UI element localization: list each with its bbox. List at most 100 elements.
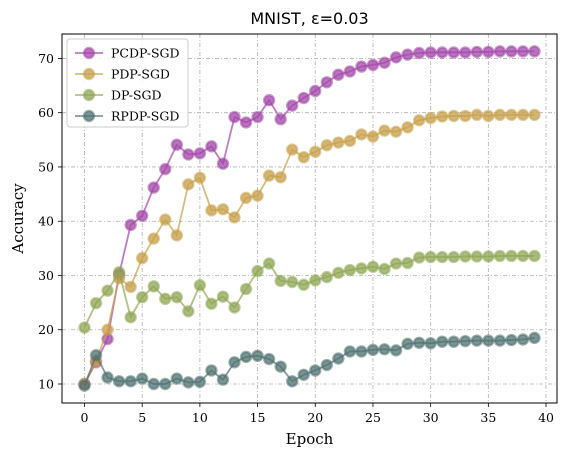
data-point-dp-sgd bbox=[378, 262, 391, 276]
data-point-pcdp-sgd bbox=[389, 51, 403, 64]
x-tick-label: 40 bbox=[538, 410, 554, 425]
data-point-rpdp-sgd bbox=[170, 372, 184, 385]
y-tick-label: 60 bbox=[38, 105, 54, 120]
data-point-dp-sgd bbox=[459, 250, 472, 263]
data-point-rpdp-sgd bbox=[297, 368, 310, 381]
legend-label-pcdp-sgd: PCDP-SGD bbox=[111, 46, 180, 61]
data-point-dp-sgd bbox=[320, 270, 334, 284]
data-point-rpdp-sgd bbox=[470, 334, 484, 347]
data-point-rpdp-sgd bbox=[320, 358, 334, 372]
data-point-rpdp-sgd bbox=[112, 375, 126, 388]
data-point-rpdp-sgd bbox=[78, 379, 91, 392]
data-point-rpdp-sgd bbox=[124, 375, 137, 388]
data-point-rpdp-sgd bbox=[193, 375, 207, 389]
data-point-pcdp-sgd bbox=[447, 46, 460, 59]
data-point-pcdp-sgd bbox=[147, 181, 160, 194]
data-point-pdp-sgd bbox=[297, 150, 310, 164]
data-point-pdp-sgd bbox=[528, 108, 541, 122]
data-point-dp-sgd bbox=[389, 257, 403, 270]
data-point-pdp-sgd bbox=[343, 134, 357, 148]
data-point-rpdp-sgd bbox=[528, 331, 541, 345]
data-point-dp-sgd bbox=[470, 250, 484, 263]
data-point-pdp-sgd bbox=[216, 203, 230, 216]
data-point-pcdp-sgd bbox=[343, 65, 357, 78]
data-point-rpdp-sgd bbox=[216, 373, 230, 386]
data-point-pcdp-sgd bbox=[516, 45, 530, 58]
series-layer bbox=[78, 45, 541, 392]
data-point-dp-sgd bbox=[493, 249, 507, 263]
legend-marker-dp-sgd bbox=[82, 88, 96, 102]
data-point-pcdp-sgd bbox=[170, 138, 184, 151]
data-point-pcdp-sgd bbox=[285, 99, 299, 112]
data-point-dp-sgd bbox=[309, 274, 322, 287]
data-point-dp-sgd bbox=[505, 249, 518, 263]
data-point-dp-sgd bbox=[159, 292, 172, 306]
data-point-rpdp-sgd bbox=[412, 336, 426, 349]
data-point-pcdp-sgd bbox=[182, 148, 195, 161]
series-pdp-sgd bbox=[78, 108, 541, 391]
data-point-pdp-sgd bbox=[378, 124, 391, 137]
x-tick-label: 5 bbox=[138, 410, 146, 425]
data-point-pcdp-sgd bbox=[332, 68, 345, 81]
data-point-dp-sgd bbox=[112, 266, 126, 279]
data-point-rpdp-sgd bbox=[516, 333, 530, 346]
chart-title: MNIST, ε=0.03 bbox=[250, 9, 368, 28]
data-point-pdp-sgd bbox=[228, 211, 241, 224]
data-point-pcdp-sgd bbox=[309, 84, 322, 98]
data-point-dp-sgd bbox=[424, 250, 437, 264]
data-point-pdp-sgd bbox=[262, 169, 276, 182]
data-point-rpdp-sgd bbox=[251, 349, 264, 362]
x-tick-label: 30 bbox=[423, 410, 439, 425]
data-point-pdp-sgd bbox=[124, 280, 137, 294]
data-point-dp-sgd bbox=[355, 262, 368, 275]
data-point-rpdp-sgd bbox=[493, 334, 507, 347]
data-point-rpdp-sgd bbox=[309, 364, 322, 377]
legend-box bbox=[66, 38, 189, 128]
legend-label-pdp-sgd: PDP-SGD bbox=[111, 67, 170, 82]
data-point-dp-sgd bbox=[216, 290, 230, 303]
data-point-pcdp-sgd bbox=[493, 45, 507, 58]
data-point-rpdp-sgd bbox=[182, 376, 195, 389]
data-point-pcdp-sgd bbox=[424, 46, 437, 59]
data-point-dp-sgd bbox=[251, 264, 264, 278]
data-point-dp-sgd bbox=[332, 266, 345, 279]
data-point-pcdp-sgd bbox=[251, 110, 264, 124]
data-point-pdp-sgd bbox=[182, 178, 195, 191]
data-point-pcdp-sgd bbox=[135, 209, 149, 222]
data-point-dp-sgd bbox=[262, 257, 276, 270]
data-point-pcdp-sgd bbox=[193, 147, 207, 160]
data-point-dp-sgd bbox=[274, 274, 287, 288]
data-point-rpdp-sgd bbox=[101, 371, 114, 384]
data-point-pdp-sgd bbox=[205, 204, 218, 217]
data-point-pcdp-sgd bbox=[505, 45, 518, 58]
data-point-dp-sgd bbox=[482, 250, 495, 263]
data-point-dp-sgd bbox=[366, 260, 380, 273]
legend-marker-pdp-sgd bbox=[82, 67, 96, 81]
data-point-rpdp-sgd bbox=[435, 335, 449, 348]
data-point-rpdp-sgd bbox=[389, 344, 403, 357]
data-point-rpdp-sgd bbox=[482, 334, 495, 347]
data-point-pcdp-sgd bbox=[366, 58, 380, 72]
legend-marker-pcdp-sgd bbox=[82, 46, 96, 60]
data-point-pdp-sgd bbox=[516, 108, 530, 122]
data-point-pdp-sgd bbox=[493, 108, 507, 122]
series-pcdp-sgd bbox=[78, 45, 541, 391]
data-point-pdp-sgd bbox=[366, 130, 380, 143]
data-point-pdp-sgd bbox=[309, 145, 322, 158]
data-point-pdp-sgd bbox=[159, 213, 172, 226]
data-point-dp-sgd bbox=[401, 256, 414, 270]
data-point-pdp-sgd bbox=[401, 121, 414, 134]
data-point-pdp-sgd bbox=[239, 191, 253, 205]
data-point-pcdp-sgd bbox=[401, 48, 414, 61]
data-point-rpdp-sgd bbox=[159, 377, 172, 391]
data-point-rpdp-sgd bbox=[262, 352, 276, 366]
data-point-rpdp-sgd bbox=[459, 334, 472, 348]
data-point-dp-sgd bbox=[435, 250, 449, 264]
data-point-dp-sgd bbox=[193, 279, 207, 292]
x-axis-label: Epoch bbox=[286, 430, 334, 448]
data-point-pdp-sgd bbox=[320, 139, 334, 152]
data-point-pdp-sgd bbox=[147, 232, 160, 245]
data-point-pcdp-sgd bbox=[159, 162, 172, 176]
data-point-pdp-sgd bbox=[285, 143, 299, 156]
